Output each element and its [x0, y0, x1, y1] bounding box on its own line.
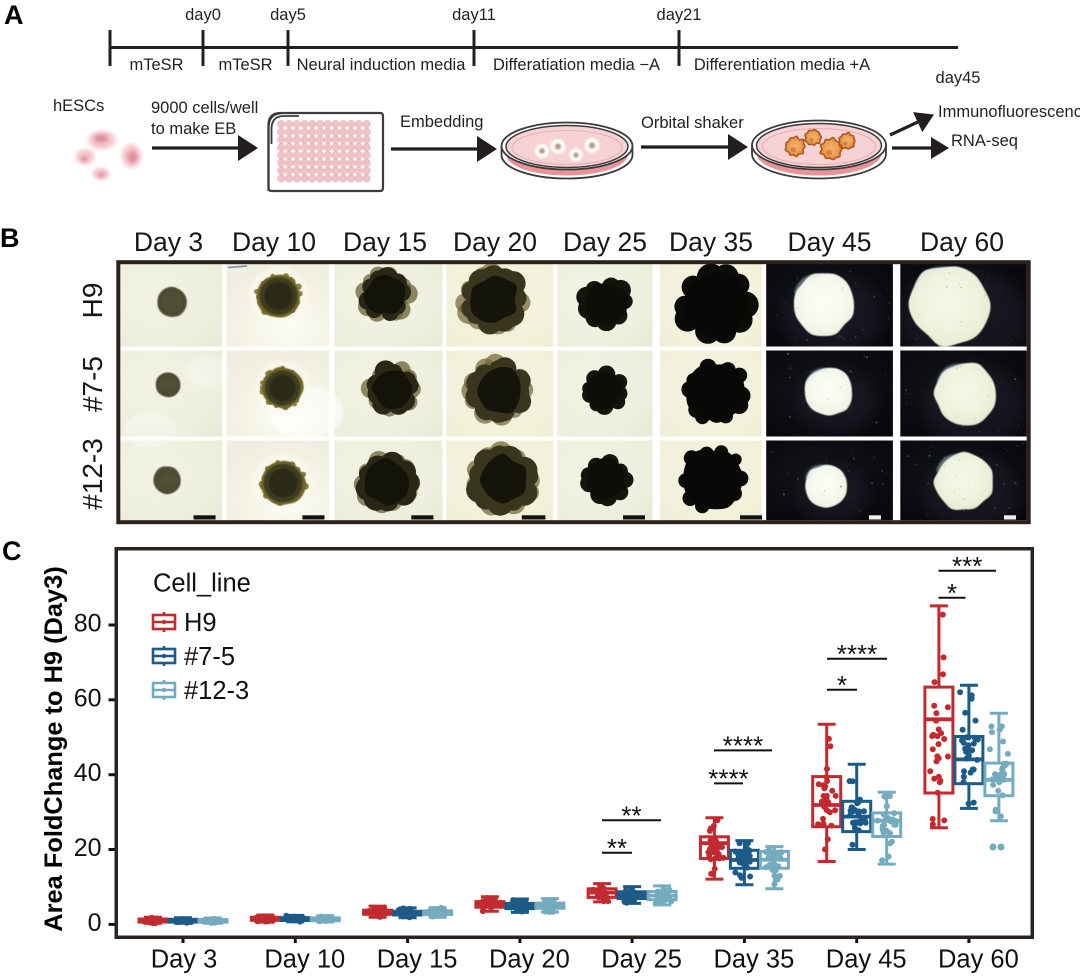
svg-text:#7-5: #7-5: [77, 356, 108, 412]
svg-text:*: *: [947, 578, 957, 608]
svg-text:to make EB: to make EB: [151, 120, 236, 138]
svg-text:H9: H9: [184, 609, 217, 637]
svg-text:***: ***: [952, 551, 982, 581]
svg-text:#12-3: #12-3: [184, 677, 249, 705]
svg-text:Day 45: Day 45: [788, 227, 872, 257]
svg-text:Day 20: Day 20: [453, 227, 537, 257]
svg-text:day21: day21: [657, 6, 702, 24]
svg-text:*: *: [837, 670, 847, 700]
svg-text:Day 10: Day 10: [264, 946, 345, 974]
svg-text:Day 3: Day 3: [151, 946, 218, 974]
svg-text:day11: day11: [452, 6, 496, 24]
svg-text:Embedding: Embedding: [400, 113, 483, 131]
svg-text:0: 0: [88, 909, 102, 937]
svg-text:9000 cells/well: 9000 cells/well: [151, 99, 258, 117]
svg-text:Area FoldChange to H9 (Day3): Area FoldChange to H9 (Day3): [40, 566, 68, 931]
svg-text:day5: day5: [270, 6, 306, 24]
svg-text:****: ****: [708, 764, 748, 794]
svg-text:Differentiation media +A: Differentiation media +A: [694, 56, 870, 74]
svg-text:Day 25: Day 25: [563, 227, 647, 257]
svg-text:A: A: [4, 0, 24, 30]
svg-text:Orbital shaker: Orbital shaker: [641, 114, 744, 132]
svg-text:Day 35: Day 35: [669, 227, 753, 257]
svg-text:H9: H9: [77, 283, 108, 319]
svg-text:day0: day0: [185, 6, 221, 24]
svg-text:****: ****: [837, 639, 877, 669]
svg-text:Day 3: Day 3: [134, 227, 203, 257]
svg-text:Differatiation media −A: Differatiation media −A: [493, 56, 660, 74]
svg-text:mTeSR: mTeSR: [218, 56, 272, 74]
svg-text:Day 10: Day 10: [232, 227, 316, 257]
svg-text:Day 60: Day 60: [920, 227, 1004, 257]
svg-text:****: ****: [723, 731, 763, 761]
svg-text:Day 20: Day 20: [489, 946, 570, 974]
svg-text:mTeSR: mTeSR: [129, 56, 183, 74]
svg-text:Day 60: Day 60: [938, 946, 1019, 974]
svg-text:#12-3: #12-3: [77, 438, 108, 510]
svg-text:40: 40: [74, 759, 102, 787]
svg-text:Day 25: Day 25: [601, 946, 682, 974]
svg-text:Day 45: Day 45: [826, 946, 907, 974]
svg-text:Day 15: Day 15: [343, 227, 427, 257]
svg-text:20: 20: [74, 834, 102, 862]
svg-text:**: **: [621, 800, 641, 830]
svg-text:60: 60: [74, 684, 102, 712]
svg-text:Neural induction media: Neural induction media: [297, 56, 467, 74]
svg-text:80: 80: [74, 610, 102, 638]
svg-text:Cell_line: Cell_line: [153, 570, 251, 598]
svg-text:day45: day45: [936, 69, 981, 87]
svg-text:hESCs: hESCs: [53, 97, 104, 115]
svg-text:B: B: [0, 223, 20, 253]
svg-text:C: C: [2, 536, 22, 566]
svg-text:Day 35: Day 35: [714, 946, 795, 974]
svg-text:#7-5: #7-5: [184, 643, 235, 671]
svg-text:Immunofluorescence: Immunofluorescence: [938, 103, 1080, 121]
svg-text:**: **: [607, 833, 627, 863]
svg-text:RNA-seq: RNA-seq: [951, 132, 1018, 150]
svg-text:Day 15: Day 15: [377, 946, 458, 974]
